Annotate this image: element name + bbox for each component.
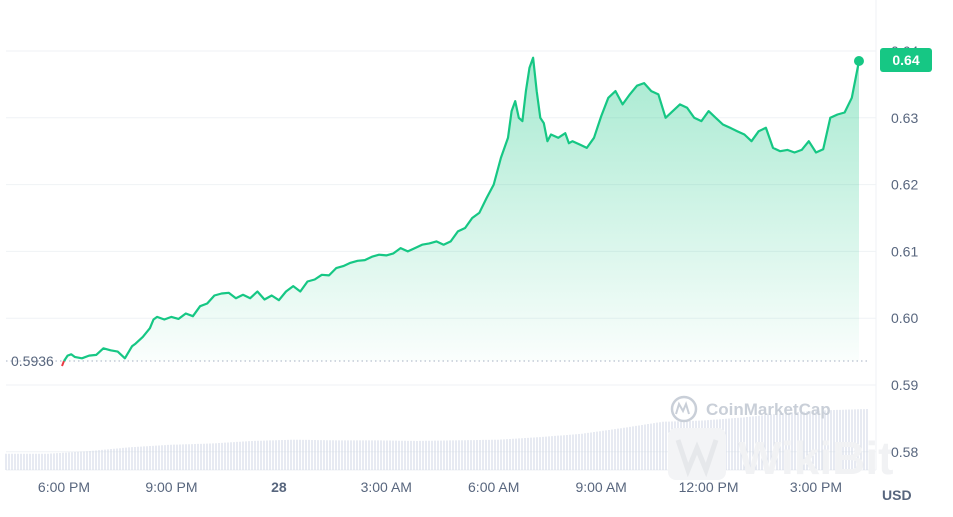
x-axis: 6:00 PM 9:00 PM 28 3:00 AM 6:00 AM 9:00 AM 12:… (38, 479, 842, 495)
x-tick-label: 3:00 PM (790, 479, 842, 495)
y-axis: 0.64 0.63 0.62 0.61 0.60 0.59 0.58 (891, 43, 918, 460)
x-tick-label: 28 (271, 479, 287, 495)
price-line (63, 56, 861, 362)
last-price-dot (853, 56, 864, 67)
y-axis-unit: USD (882, 487, 912, 503)
open-price-reference: 0.5936 (6, 353, 870, 369)
coinmarketcap-logo-icon (670, 395, 698, 423)
watermark-brand: CoinMarketCap (706, 400, 831, 419)
y-tick-label: 0.61 (891, 243, 918, 259)
x-tick-label: 3:00 AM (361, 479, 412, 495)
price-area (64, 57, 859, 361)
y-tick-label: 0.63 (891, 110, 918, 126)
y-tick-label: 0.60 (891, 310, 918, 326)
y-tick-label: 0.58 (891, 444, 918, 460)
x-tick-label: 6:00 PM (38, 479, 90, 495)
x-tick-label: 6:00 AM (468, 479, 519, 495)
x-tick-label: 9:00 AM (575, 479, 626, 495)
price-tag-label: 0.64 (892, 52, 919, 68)
watermark: CoinMarketCap WikiBit (668, 395, 893, 484)
y-tick-label: 0.62 (891, 177, 918, 193)
volume-bars (5, 408, 868, 470)
open-price-marker (61, 360, 65, 367)
price-series (63, 56, 864, 362)
current-price-tag: 0.64 (880, 48, 932, 72)
y-tick-label: 0.59 (891, 377, 918, 393)
price-area-fill (64, 57, 859, 361)
watermark-secondary: WikiBit (738, 432, 893, 484)
open-price-label: 0.5936 (11, 353, 54, 369)
wikibit-logo-icon (668, 428, 726, 480)
x-tick-label: 12:00 PM (679, 479, 739, 495)
x-tick-label: 9:00 PM (145, 479, 197, 495)
price-tag-bg (880, 48, 932, 72)
